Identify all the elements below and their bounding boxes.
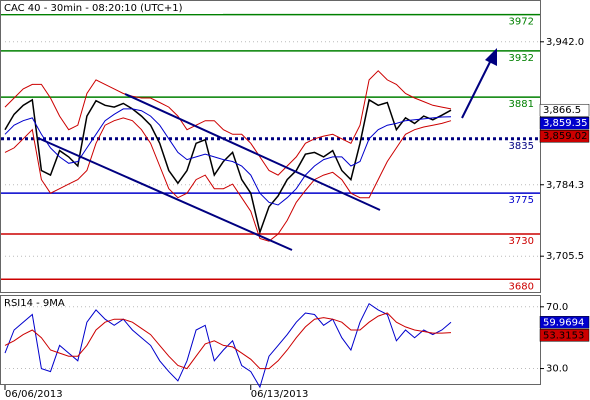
level-label: 3835 [509,141,534,152]
chart-title: CAC 40 - 30min - 08:20:10 (UTC+1) [4,3,183,14]
level-label: 3775 [509,195,534,206]
level-label: 3972 [509,17,534,28]
trend-line [124,93,381,211]
last-value-box [539,329,590,342]
last-value-box [539,129,590,143]
last-value-label: 3,859.35 [543,118,588,129]
last-value-box [539,103,590,117]
series-line [4,117,452,242]
price-panel [0,0,541,293]
y-tick-label: 3,705.5 [546,251,584,262]
arrow-head [485,48,497,66]
last-value-box [539,116,590,130]
arrow-shaft [461,57,493,119]
last-value-box [539,316,590,329]
trend-line [37,137,293,251]
rsi-title: RSI14 - 9MA [4,298,65,309]
level-label: 3730 [509,236,534,247]
y-tick-label: 30.0 [546,364,568,375]
y-tick-label: 70.0 [546,302,568,313]
plot-layer: 06/06/2013 06/13/2013 3,942.0 3,784.3 3,705.… [1,13,590,400]
series-line [4,98,452,235]
x-tick-label: 06/06/2013 [5,389,63,400]
series-line [4,312,452,370]
rsi-panel [0,295,541,385]
series-line [4,108,452,206]
title-bg [1,1,223,14]
x-tick-label: 06/13/2013 [251,389,309,400]
series-line [4,70,452,176]
y-tick-label: 3,784.3 [546,180,584,191]
level-label: 3680 [509,281,534,292]
last-value-label: 59.9694 [543,317,584,328]
level-label: 3881 [509,99,534,110]
y-tick-label: 3,942.0 [546,37,584,48]
last-value-label: 53.3153 [543,330,584,341]
level-label: 3932 [509,53,534,64]
last-value-label: 3,866.5 [543,105,581,116]
last-value-label: 3,859.02 [543,131,588,142]
